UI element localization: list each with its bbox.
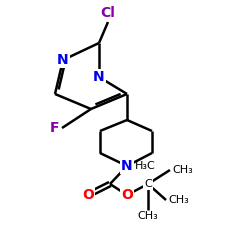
Text: O: O [82,188,94,202]
Text: F: F [50,121,59,135]
Text: N: N [121,159,133,173]
Text: CH₃: CH₃ [138,211,158,221]
Text: O: O [121,188,133,202]
Text: C: C [144,179,152,189]
Text: Cl: Cl [100,6,116,20]
Text: H₃C: H₃C [135,161,156,171]
Text: CH₃: CH₃ [168,195,189,205]
Text: CH₃: CH₃ [172,165,193,175]
Text: N: N [57,53,69,67]
Text: N: N [93,70,105,84]
